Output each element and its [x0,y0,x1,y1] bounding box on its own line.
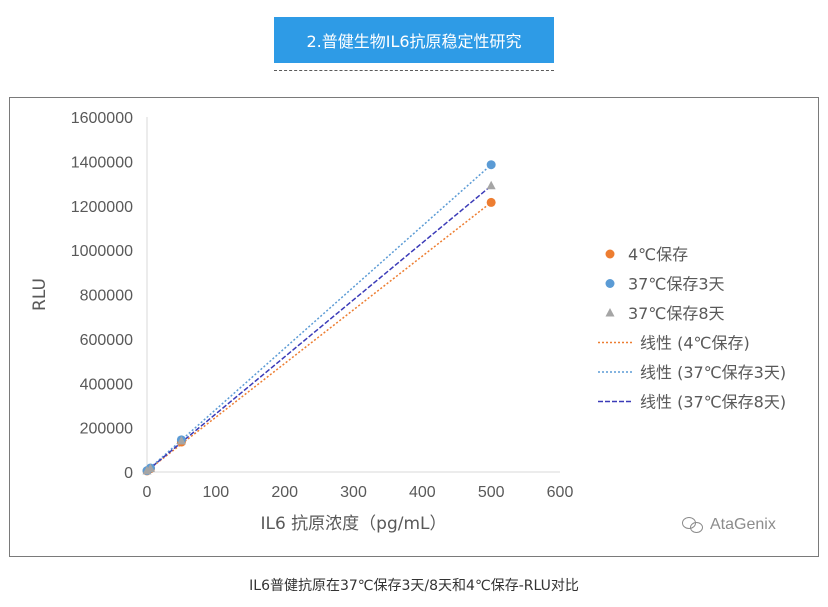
data-point [176,435,186,445]
legend-label: 线性 (4℃保存) [640,334,750,353]
chart-frame: 0 200000 400000 600000 800000 1000000 1200000 1… [9,97,819,557]
legend-label: 4℃保存 [628,245,688,264]
data-point [145,463,155,472]
title-divider [274,70,554,71]
legend-label: 线性 (37℃保存3天) [640,363,786,382]
legend-marker [605,249,615,259]
legend-marker [605,308,615,317]
y-tick-label: 0 [124,465,133,482]
x-tick-label: 200 [271,484,298,501]
trendline [146,164,492,472]
legend-label: 线性 (37℃保存8天) [640,393,786,412]
figure-caption: IL6普健抗原在37℃保存3天/8天和4℃保存-RLU对比 [249,578,579,594]
x-tick-label: 300 [340,484,367,501]
trendline [146,185,492,472]
y-tick-label: 800000 [80,288,133,305]
section-title: 2.普健生物IL6抗原稳定性研究 [306,32,522,51]
y-tick-label: 200000 [80,421,133,438]
x-tick-label: 600 [547,484,574,501]
y-tick-label: 400000 [80,376,133,393]
rlu-scatter-chart: 0 200000 400000 600000 800000 1000000 1200000 1… [30,110,786,534]
y-tick-label: 1200000 [71,199,133,216]
x-tick-label: 0 [143,484,152,501]
section-title-banner: 2.普健生物IL6抗原稳定性研究 [274,17,554,63]
watermark: AtaGenix [682,516,776,534]
y-axis-title: RLU [30,278,50,311]
x-axis-title: IL6 抗原浓度（pg/mL） [260,514,446,534]
y-tick-label: 1600000 [71,110,133,127]
y-tick-label: 1400000 [71,154,133,171]
wechat-icon [682,516,704,534]
legend-label: 37℃保存8天 [628,304,725,323]
x-tick-label: 400 [409,484,436,501]
watermark-text: AtaGenix [710,516,776,533]
x-tick-label: 100 [202,484,229,501]
legend-label: 37℃保存3天 [628,275,725,294]
y-tick-label: 1000000 [71,243,133,260]
x-tick-label: 500 [478,484,505,501]
legend-marker [605,279,615,288]
y-tick-label: 600000 [80,332,133,349]
trendline [146,201,492,472]
data-point [486,160,496,170]
data-point [486,197,496,207]
data-point [486,180,496,190]
